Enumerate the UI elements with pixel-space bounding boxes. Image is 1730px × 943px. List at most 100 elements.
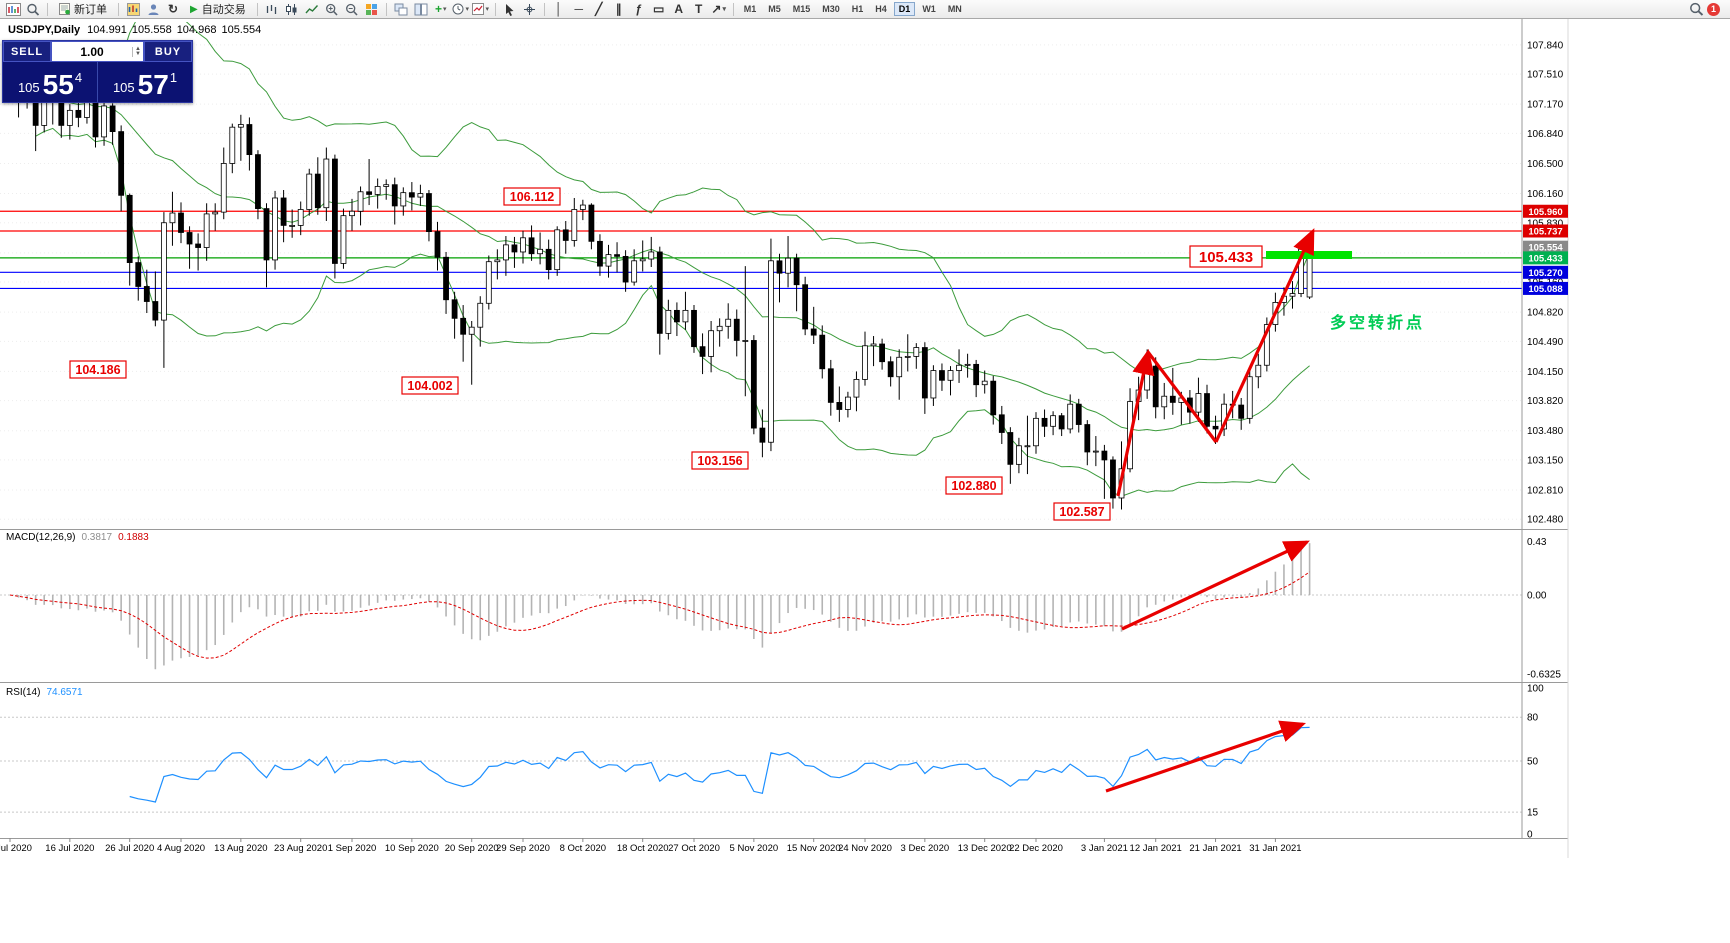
label-icon[interactable]: T	[695, 2, 703, 16]
price-annotation-box	[503, 187, 561, 206]
chart-zoom-icon[interactable]	[24, 1, 42, 17]
date-tick: 8 Oct 2020	[560, 843, 606, 854]
date-tick: 16 Jul 2020	[45, 843, 94, 854]
svg-text:102.810: 102.810	[1527, 486, 1564, 497]
macd-signal-value: 0.1883	[118, 532, 149, 543]
arrows-tool-icon[interactable]: ↗ ▾	[711, 2, 726, 16]
date-tick: 23 Aug 2020	[274, 843, 327, 854]
line-chart-icon[interactable]	[303, 1, 321, 17]
svg-text:102.480: 102.480	[1527, 515, 1564, 526]
timeframe-m15-button[interactable]: M15	[792, 4, 811, 14]
new-order-button[interactable]: 新订单	[53, 1, 113, 17]
date-tick: 22 Dec 2020	[1009, 843, 1063, 854]
price-tag	[1523, 224, 1568, 238]
highlight-zone	[1266, 251, 1352, 259]
accounts-icon[interactable]	[144, 1, 162, 17]
rsi-label: RSI(14) 74.6571	[6, 687, 83, 698]
svg-text:106.840: 106.840	[1527, 129, 1564, 140]
volume-value[interactable]: 1.00	[80, 44, 104, 59]
tile-windows-icon[interactable]	[412, 1, 430, 17]
date-tick: 29 Sep 2020	[496, 843, 550, 854]
templates-icon[interactable]: ▾	[472, 1, 490, 17]
bollinger-bands	[35, 22, 1311, 497]
trendline-icon[interactable]: ╱	[595, 2, 603, 16]
date-tick: 1 Sep 2020	[328, 843, 377, 854]
timeframe-w1-button[interactable]: W1	[922, 4, 936, 14]
search-icon[interactable]	[1687, 1, 1705, 17]
date-tick: 13 Aug 2020	[214, 843, 267, 854]
crosshair-icon[interactable]	[521, 1, 539, 17]
horizontal-line-icon[interactable]: ─	[574, 2, 583, 16]
price-tag	[1523, 204, 1568, 218]
svg-text:107.170: 107.170	[1527, 100, 1564, 111]
candlestick-series	[7, 51, 1313, 510]
timeframe-m30-button[interactable]: M30	[822, 4, 840, 14]
date-tick: 31 Jan 2021	[1249, 843, 1301, 854]
autotrading-label: 自动交易	[201, 4, 246, 16]
date-tick: 5 Nov 2020	[730, 843, 779, 854]
refresh-icon[interactable]: ↻	[167, 2, 179, 16]
svg-text:106.500: 106.500	[1527, 159, 1564, 170]
channel-icon[interactable]: ∥	[615, 2, 622, 16]
price-annotation-box	[945, 476, 1003, 495]
svg-text:0.43: 0.43	[1527, 537, 1547, 548]
notification-badge[interactable]: 1	[1707, 2, 1720, 16]
timeframe-m5-button[interactable]: M5	[768, 4, 781, 14]
svg-text:50: 50	[1527, 757, 1539, 768]
price-annotation-box	[69, 360, 127, 379]
date-tick: 3 Jan 2021	[1081, 843, 1128, 854]
svg-text:102.587: 102.587	[1059, 505, 1104, 519]
svg-text:0: 0	[1527, 830, 1533, 841]
cursor-icon[interactable]	[501, 1, 519, 17]
svg-text:104.490: 104.490	[1527, 337, 1564, 348]
svg-text:105.433: 105.433	[1199, 249, 1253, 266]
cascade-windows-icon[interactable]	[392, 1, 410, 17]
timeframe-m1-button[interactable]: M1	[743, 4, 757, 14]
timeframe-h4-button[interactable]: H4	[875, 4, 887, 14]
buy-button[interactable]: BUY	[144, 41, 192, 62]
candlestick-chart-icon[interactable]	[283, 1, 301, 17]
price-tag	[1523, 240, 1568, 254]
fibonacci-icon[interactable]: ƒ	[635, 2, 643, 16]
svg-text:104.150: 104.150	[1527, 367, 1564, 378]
timeframe-mn-button[interactable]: MN	[947, 4, 962, 14]
macd-label: MACD(12,26,9) 0.3817 0.1883	[6, 532, 149, 543]
text-icon[interactable]: A	[674, 2, 684, 16]
turning-point-note: 多空转折点	[1330, 313, 1425, 332]
toolbar: 新订单 ↻ ▶ 自动交易 + ▾ ▾ ▾ │ ─ ╱ ∥ ƒ ▭ A T	[0, 0, 1730, 19]
price-tag	[1523, 281, 1568, 295]
timeframe-h1-button[interactable]: H1	[851, 4, 864, 14]
volume-stepper[interactable]: ▲ ▼	[132, 46, 143, 57]
symbol-name: USDJPY,Daily	[8, 24, 81, 36]
periods-icon[interactable]: ▾	[452, 1, 470, 17]
timeframe-d1-button[interactable]: D1	[893, 2, 916, 16]
low-value: 104.968	[176, 24, 217, 36]
svg-text:105.960: 105.960	[1528, 207, 1562, 218]
market-watch-icon[interactable]	[124, 1, 142, 17]
shapes-icon[interactable]: ▭	[653, 2, 665, 16]
grid-icon[interactable]	[363, 1, 381, 17]
trend-arrow	[1116, 348, 1155, 497]
zoom-in-icon[interactable]	[323, 1, 341, 17]
svg-text:104.186: 104.186	[75, 363, 120, 377]
new-chart-icon[interactable]	[4, 1, 22, 17]
volume-field[interactable]: 1.00 ▲ ▼	[51, 41, 144, 62]
svg-text:15: 15	[1527, 808, 1539, 819]
zoom-out-icon[interactable]	[343, 1, 361, 17]
svg-text:100: 100	[1527, 684, 1544, 695]
one-click-trading-panel: SELL 1.00 ▲ ▼ BUY 105 55 4 105 57 1	[2, 40, 193, 103]
svg-text:103.156: 103.156	[697, 454, 742, 468]
autotrading-button[interactable]: ▶ 自动交易	[184, 1, 252, 17]
svg-text:80: 80	[1527, 713, 1539, 724]
symbol-header: USDJPY,Daily 104.991 105.558 104.968 105.554	[8, 24, 266, 36]
vertical-line-icon[interactable]: │	[554, 2, 563, 16]
sell-button[interactable]: SELL	[3, 41, 51, 62]
svg-text:105.433: 105.433	[1528, 253, 1562, 264]
add-indicator-icon[interactable]: + ▾	[434, 2, 447, 16]
quote-divider	[97, 62, 98, 102]
svg-text:105.554: 105.554	[1528, 243, 1563, 254]
bar-chart-icon[interactable]	[263, 1, 281, 17]
price-annotation-box	[1053, 502, 1111, 521]
